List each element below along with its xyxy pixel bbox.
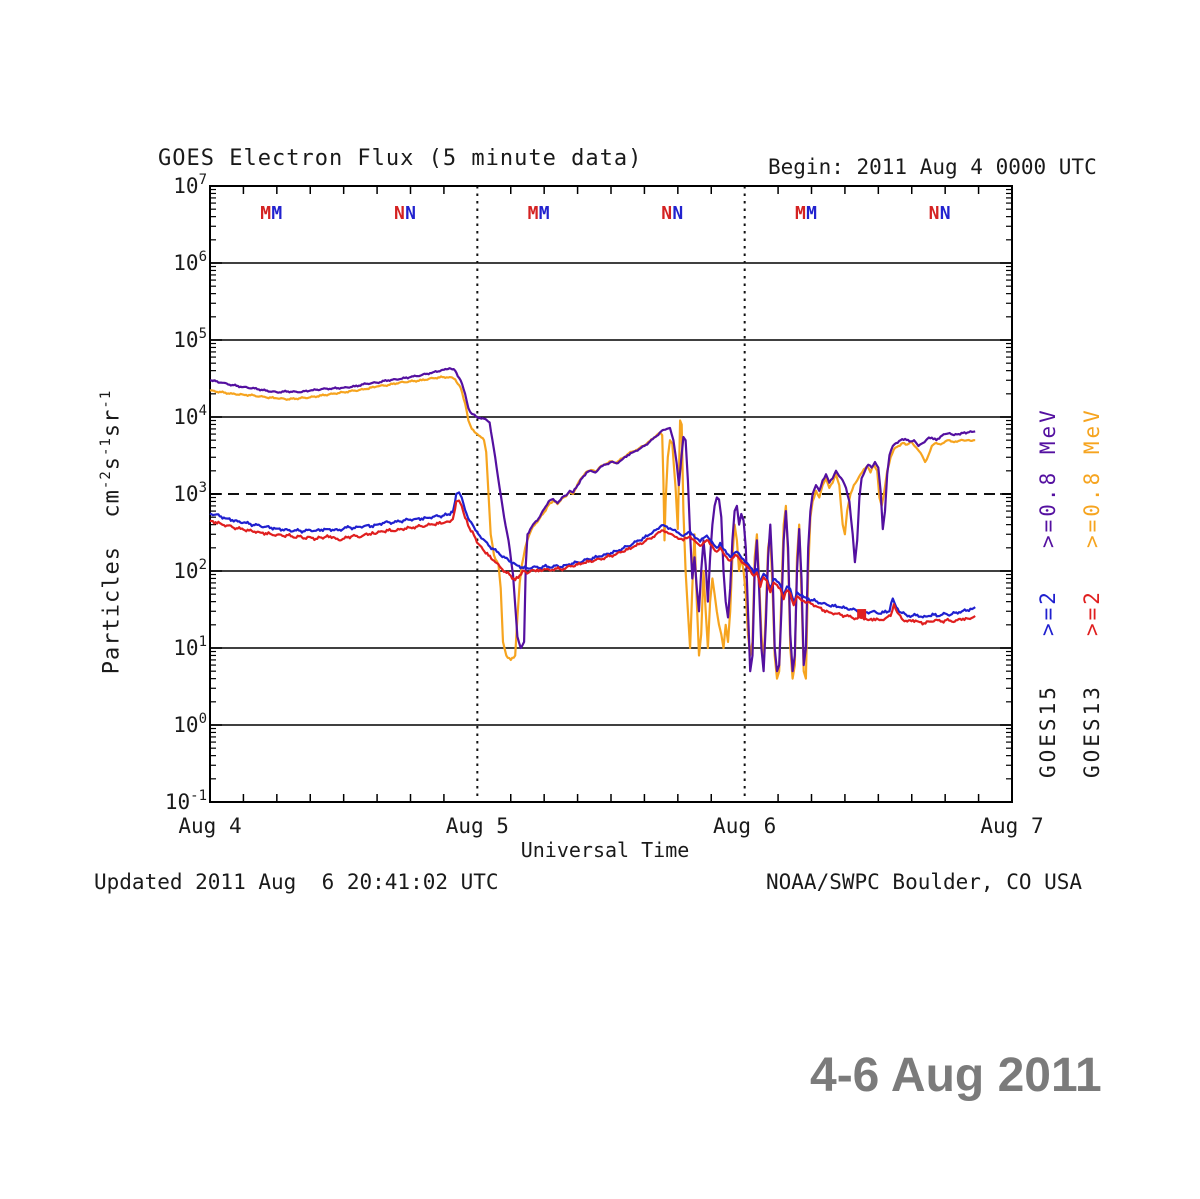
noon-midnight-marker: M	[271, 203, 282, 224]
x-tick-label: Aug 5	[446, 814, 509, 838]
legend-goes15-e2: >=2	[1036, 589, 1060, 636]
noon-midnight-marker: M	[528, 203, 539, 224]
y-tick-label: 10-1	[165, 788, 207, 814]
legend-goes15-e08: >=0.8 MeV	[1036, 407, 1060, 548]
noon-midnight-marker: N	[672, 203, 683, 224]
x-axis-label: Universal Time	[520, 838, 690, 862]
noon-midnight-marker: M	[539, 203, 550, 224]
legend-goes13-e08: >=0.8 MeV	[1080, 407, 1104, 548]
y-axis-title: Particles cm-2s-1sr-1	[98, 389, 125, 675]
noon-midnight-marker: M	[806, 203, 817, 224]
y-tick-label: 106	[173, 249, 207, 275]
series-goes15-0-8-mev	[209, 367, 976, 673]
y-tick-label: 104	[173, 403, 207, 429]
x-tick-label: Aug 6	[713, 814, 776, 838]
noon-midnight-marker: N	[929, 203, 940, 224]
y-tick-label: 100	[173, 711, 207, 737]
noon-midnight-marker: M	[260, 203, 271, 224]
credit-label: NOAA/SWPC Boulder, CO USA	[766, 870, 1083, 894]
noon-midnight-marker: M	[795, 203, 806, 224]
legend-goes13-e2: >=2	[1080, 589, 1104, 636]
noon-midnight-marker: N	[394, 203, 405, 224]
begin-timestamp: Begin: 2011 Aug 4 0000 UTC	[768, 155, 1097, 179]
y-tick-label: 102	[173, 557, 207, 583]
y-tick-label: 103	[173, 480, 207, 506]
series-goes13-2-mev	[209, 499, 976, 626]
series-goes15-2-mev	[209, 491, 976, 619]
legend-goes13-sat: GOES13	[1080, 684, 1104, 778]
x-tick-label: Aug 4	[178, 814, 241, 838]
event-square-marker	[857, 609, 867, 619]
y-tick-label: 101	[173, 634, 207, 660]
x-tick-label: Aug 7	[980, 814, 1043, 838]
legend-goes15-sat: GOES15	[1036, 684, 1060, 778]
noon-midnight-marker: N	[661, 203, 672, 224]
chart-title: GOES Electron Flux (5 minute data)	[158, 146, 643, 171]
y-tick-label: 105	[173, 326, 207, 352]
updated-timestamp: Updated 2011 Aug 6 20:41:02 UTC	[94, 870, 499, 894]
noon-midnight-marker: N	[940, 203, 951, 224]
series-goes13-0-8-mev	[209, 375, 976, 680]
noon-midnight-marker: N	[405, 203, 416, 224]
y-axis-title-text: Particles cm	[99, 489, 125, 675]
date-range-caption: 4-6 Aug 2011	[810, 1049, 1102, 1102]
y-tick-label: 107	[173, 172, 207, 198]
